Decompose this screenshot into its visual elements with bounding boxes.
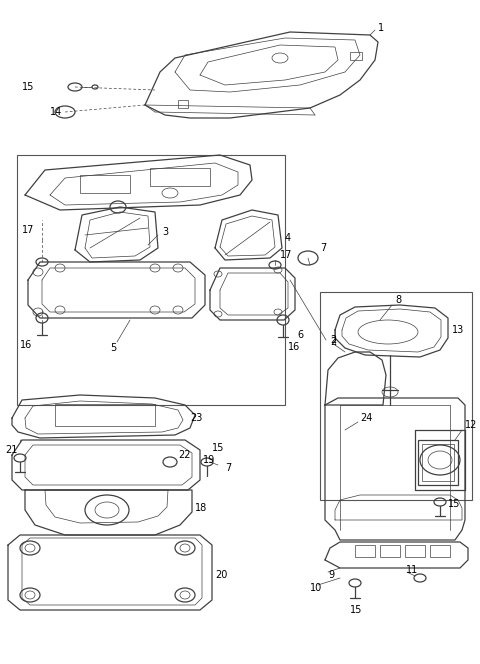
Text: 15: 15 bbox=[212, 443, 224, 453]
Bar bbox=[380, 545, 400, 557]
Text: 1: 1 bbox=[378, 23, 384, 33]
Text: 23: 23 bbox=[190, 413, 203, 423]
Bar bbox=[178, 100, 188, 108]
Text: 14: 14 bbox=[50, 107, 62, 117]
Text: 2: 2 bbox=[330, 335, 336, 345]
Text: 10: 10 bbox=[310, 583, 322, 593]
Bar bbox=[80, 175, 130, 193]
Text: 16: 16 bbox=[20, 340, 32, 350]
Bar bbox=[55, 404, 155, 426]
Text: 24: 24 bbox=[360, 413, 372, 423]
Bar bbox=[350, 52, 362, 60]
Text: 9: 9 bbox=[328, 570, 334, 580]
Bar bbox=[405, 545, 425, 557]
Text: 3: 3 bbox=[162, 227, 168, 237]
Text: 19: 19 bbox=[203, 455, 215, 465]
Text: 15: 15 bbox=[448, 499, 460, 509]
Bar bbox=[17, 155, 285, 405]
Text: 13: 13 bbox=[452, 325, 464, 335]
Bar bbox=[430, 545, 450, 557]
Text: 22: 22 bbox=[178, 450, 191, 460]
Text: 5: 5 bbox=[110, 343, 116, 353]
Text: 8: 8 bbox=[395, 295, 401, 305]
Text: 4: 4 bbox=[285, 233, 291, 243]
Text: 6: 6 bbox=[297, 330, 303, 340]
Text: 16: 16 bbox=[288, 342, 300, 352]
Text: 12: 12 bbox=[465, 420, 478, 430]
Text: 15: 15 bbox=[350, 605, 362, 615]
Text: 11: 11 bbox=[406, 565, 418, 575]
Text: 18: 18 bbox=[195, 503, 207, 513]
Text: 15: 15 bbox=[22, 82, 35, 92]
Text: 7: 7 bbox=[225, 463, 231, 473]
Bar bbox=[150, 168, 210, 186]
Text: 2: 2 bbox=[330, 337, 336, 347]
Bar bbox=[422, 444, 454, 481]
Text: 20: 20 bbox=[215, 570, 228, 580]
Text: 21: 21 bbox=[5, 445, 17, 455]
Bar bbox=[320, 292, 472, 500]
Text: 17: 17 bbox=[280, 250, 292, 260]
Text: 17: 17 bbox=[22, 225, 35, 235]
Bar bbox=[355, 545, 375, 557]
Bar bbox=[418, 440, 458, 485]
Text: 7: 7 bbox=[320, 243, 326, 253]
